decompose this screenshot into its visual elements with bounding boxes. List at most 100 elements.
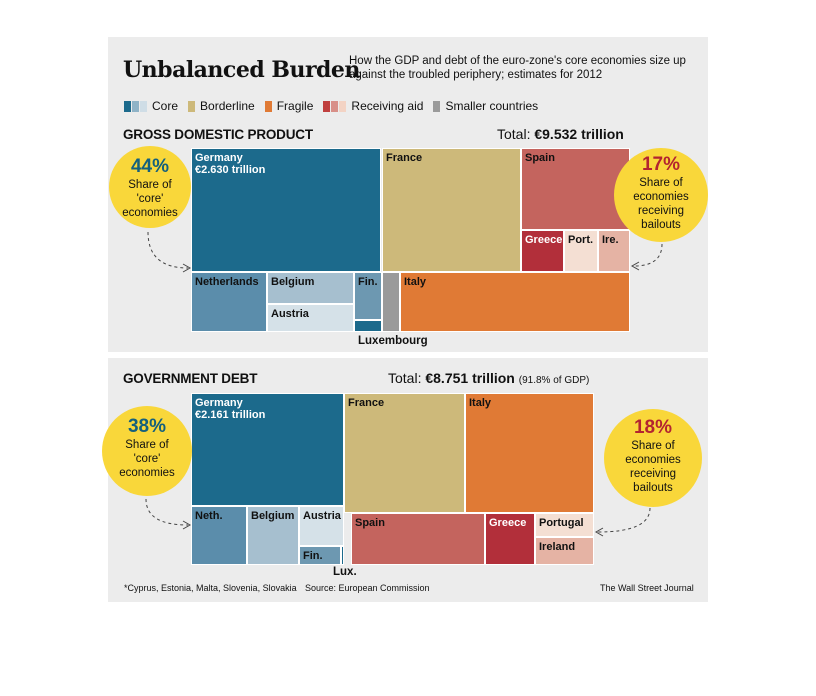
gdp-cell-name: Ire. bbox=[602, 234, 619, 246]
debt-cell-finland: Fin. bbox=[299, 546, 341, 565]
legend-item: Core bbox=[124, 99, 178, 113]
gdp-luxembourg-label: Luxembourg bbox=[358, 335, 428, 347]
debt-cell-label: Spain bbox=[355, 517, 385, 529]
debt-cell-label: Austria bbox=[303, 510, 341, 522]
debt-cell-label: Belgium bbox=[251, 510, 294, 522]
gdp-core-share-text-1: Share of bbox=[128, 179, 172, 191]
debt-bailout-share-text-1: Share of bbox=[631, 440, 675, 452]
gdp-bailout-share-text-1: Share of bbox=[639, 177, 683, 189]
legend-item: Borderline bbox=[188, 99, 255, 113]
legend-swatch bbox=[264, 100, 272, 112]
legend-label: Smaller countries bbox=[445, 99, 539, 113]
gdp-cell-label: Ire. bbox=[602, 234, 619, 246]
gdp-total-prefix: Total: bbox=[497, 126, 535, 142]
gdp-cell-name: Austria bbox=[271, 308, 309, 320]
gdp-cell-greece: Greece bbox=[521, 230, 564, 272]
gdp-cell-label: Greece bbox=[525, 234, 562, 246]
gdp-cell-france: France bbox=[382, 148, 521, 272]
gdp-core-share-text-3: economies bbox=[122, 207, 178, 219]
debt-left-arrowhead bbox=[182, 520, 192, 530]
gdp-cell-name: Italy bbox=[404, 276, 427, 288]
gdp-cell-italy: Italy bbox=[400, 272, 630, 332]
debt-cell-label: Ireland bbox=[539, 541, 575, 553]
legend-swatch bbox=[188, 100, 196, 112]
debt-cell-value: €2.161 trillion bbox=[195, 409, 266, 421]
debt-bailout-share-text-4: bailouts bbox=[633, 482, 673, 494]
gdp-left-arrow bbox=[147, 231, 189, 269]
debt-cell-label: France bbox=[348, 397, 384, 409]
source-note: Source: European Commission bbox=[305, 583, 430, 593]
gdp-core-share-pct: 44% bbox=[130, 156, 170, 177]
gdp-cell-name: Port. bbox=[568, 234, 594, 246]
debt-cell-label: Portugal bbox=[539, 517, 584, 529]
legend-swatch bbox=[124, 100, 131, 112]
debt-cell-name: Italy bbox=[469, 397, 492, 409]
gdp-cell-belgium: Belgium bbox=[267, 272, 354, 304]
debt-bailout-share-text-3: receiving bbox=[629, 468, 677, 480]
footnote: *Cyprus, Estonia, Malta, Slovenia, Slova… bbox=[124, 583, 297, 593]
gdp-core-share-callout: 44% Share of 'core' economies bbox=[109, 146, 191, 228]
gdp-cell-luxembourg bbox=[354, 320, 382, 332]
gdp-left-arrowhead bbox=[182, 263, 192, 273]
gdp-cell-ireland: Ire. bbox=[598, 230, 630, 272]
debt-left-arrow bbox=[145, 498, 189, 526]
gdp-cell-name: Fin. bbox=[358, 276, 378, 288]
gdp-cell-name: Belgium bbox=[271, 276, 315, 288]
debt-luxembourg-label: Lux. bbox=[333, 566, 357, 578]
chart-title: Unbalanced Burden bbox=[123, 57, 360, 83]
gdp-cell-name: Greece bbox=[525, 234, 563, 246]
gdp-right-arrowhead bbox=[630, 261, 640, 271]
debt-cell-austria: Austria bbox=[299, 506, 344, 546]
gdp-cell-label: Germany €2.630 trillion bbox=[195, 152, 265, 176]
gdp-bailout-share-text-3: receiving bbox=[637, 205, 685, 217]
debt-bailout-share-callout: 18% Share of economies receiving bailout… bbox=[604, 409, 702, 507]
gdp-bailout-share-text-4: bailouts bbox=[641, 219, 681, 231]
gdp-total-value: €9.532 trillion bbox=[534, 126, 624, 142]
debt-core-share-text-1: Share of bbox=[125, 439, 169, 451]
gdp-cell-value: €2.630 trillion bbox=[195, 164, 266, 176]
legend-swatch bbox=[140, 100, 147, 112]
legend-item: Fragile bbox=[264, 99, 314, 113]
gdp-cell-portugal: Port. bbox=[564, 230, 598, 272]
debt-cell-label: Neth. bbox=[195, 510, 223, 522]
debt-core-share-pct: 38% bbox=[127, 416, 167, 437]
credit: The Wall Street Journal bbox=[600, 583, 694, 593]
legend-swatch bbox=[323, 100, 331, 112]
legend-label: Fragile bbox=[276, 99, 314, 113]
section-divider bbox=[108, 352, 708, 358]
debt-cell-name: Spain bbox=[355, 517, 385, 529]
debt-cell-label: Germany €2.161 trillion bbox=[195, 397, 265, 421]
gdp-cell-label: Belgium bbox=[271, 276, 314, 288]
gdp-cell-germany: Germany €2.630 trillion bbox=[191, 148, 381, 272]
gdp-cell-name: Netherlands bbox=[195, 276, 259, 288]
debt-cell-name: Neth. bbox=[195, 510, 223, 522]
debt-cell-italy: Italy bbox=[465, 393, 594, 513]
debt-cell-name: Fin. bbox=[303, 550, 323, 562]
gdp-cell-label: Spain bbox=[525, 152, 555, 164]
legend-swatch bbox=[132, 100, 139, 112]
gdp-cell-label: Italy bbox=[404, 276, 426, 288]
debt-cell-name: Portugal bbox=[539, 517, 584, 529]
gdp-cell-label: Port. bbox=[568, 234, 593, 246]
debt-cell-greece: Greece bbox=[485, 513, 535, 565]
legend-label: Core bbox=[152, 99, 179, 113]
gdp-cell-label: Fin. bbox=[358, 276, 378, 288]
debt-cell-label: Italy bbox=[469, 397, 491, 409]
legend-item: Smaller countries bbox=[433, 99, 538, 113]
debt-right-arrow bbox=[597, 507, 651, 533]
legend: Core Borderline Fragile Receiving aid Smalle… bbox=[124, 99, 548, 113]
gdp-cell-label: France bbox=[386, 152, 422, 164]
debt-cell-germany: Germany €2.161 trillion bbox=[191, 393, 344, 506]
chart-subtitle: How the GDP and debt of the euro-zone's … bbox=[349, 55, 686, 81]
gdp-cell-finland: Fin. bbox=[354, 272, 382, 320]
debt-bailout-share-text-2: economies bbox=[625, 454, 681, 466]
legend-swatch bbox=[433, 100, 441, 112]
legend-item: Receiving aid bbox=[323, 99, 423, 113]
debt-core-share-text-2: 'core' bbox=[133, 453, 161, 465]
gdp-core-share-text-2: 'core' bbox=[136, 193, 164, 205]
gdp-total: Total: €9.532 trillion bbox=[497, 126, 624, 142]
debt-core-share-callout: 38% Share of 'core' economies bbox=[102, 406, 192, 496]
debt-total-prefix: Total: bbox=[388, 370, 426, 386]
gdp-cell-smaller-countries bbox=[382, 272, 400, 332]
